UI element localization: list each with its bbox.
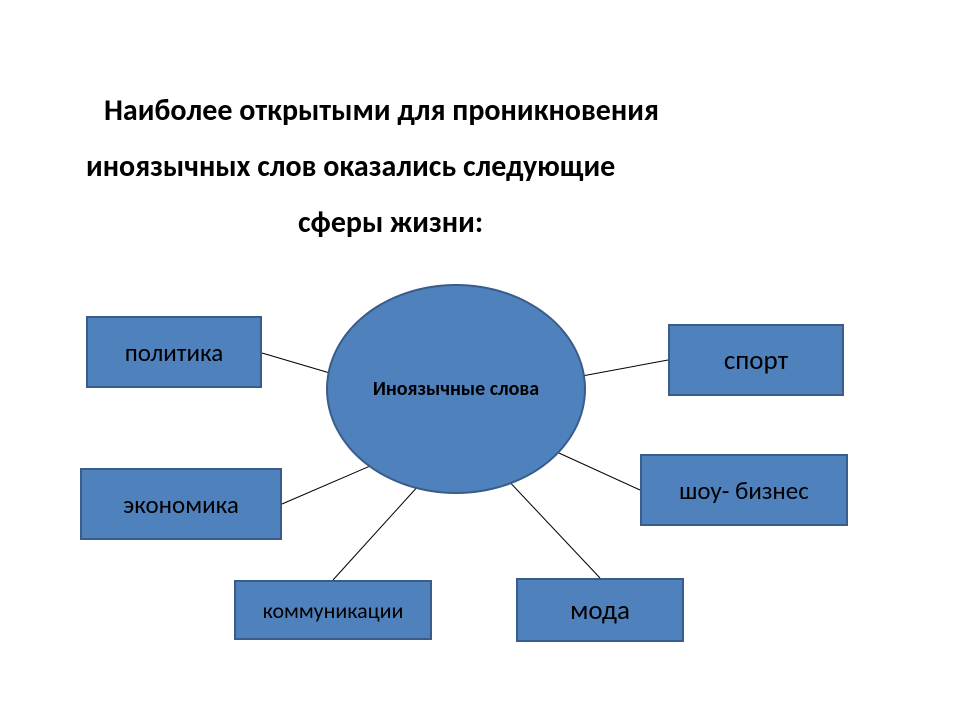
title-line-3: сферы жизни: [298, 204, 483, 241]
connector-fashion [504, 476, 600, 578]
connector-sport [582, 360, 668, 376]
node-showbiz: шоу- бизнес [640, 454, 848, 526]
title-line-2: иноязычных слов оказались следующие [86, 148, 615, 185]
node-showbiz-label: шоу- бизнес [679, 475, 809, 506]
node-economy-label: экономика [123, 489, 239, 520]
diagram-stage: Наиболее открытыми для проникновения ино… [0, 0, 960, 720]
node-fashion-label: мода [570, 594, 630, 627]
connector-showbiz [548, 448, 640, 490]
node-economy: экономика [80, 468, 282, 540]
node-politics: политика [86, 316, 262, 388]
node-sport-label: спорт [724, 344, 788, 377]
node-fashion: мода [516, 578, 684, 642]
connector-communications [333, 484, 420, 580]
title-line-1: Наиболее открытыми для проникновения [104, 92, 659, 129]
center-node-label: Иноязычные слова [373, 377, 539, 401]
node-communications-label: коммуникации [263, 597, 404, 624]
node-communications: коммуникации [234, 580, 432, 640]
node-sport: спорт [668, 324, 844, 396]
node-politics-label: политика [125, 337, 223, 368]
center-node: Иноязычные слова [326, 284, 586, 494]
